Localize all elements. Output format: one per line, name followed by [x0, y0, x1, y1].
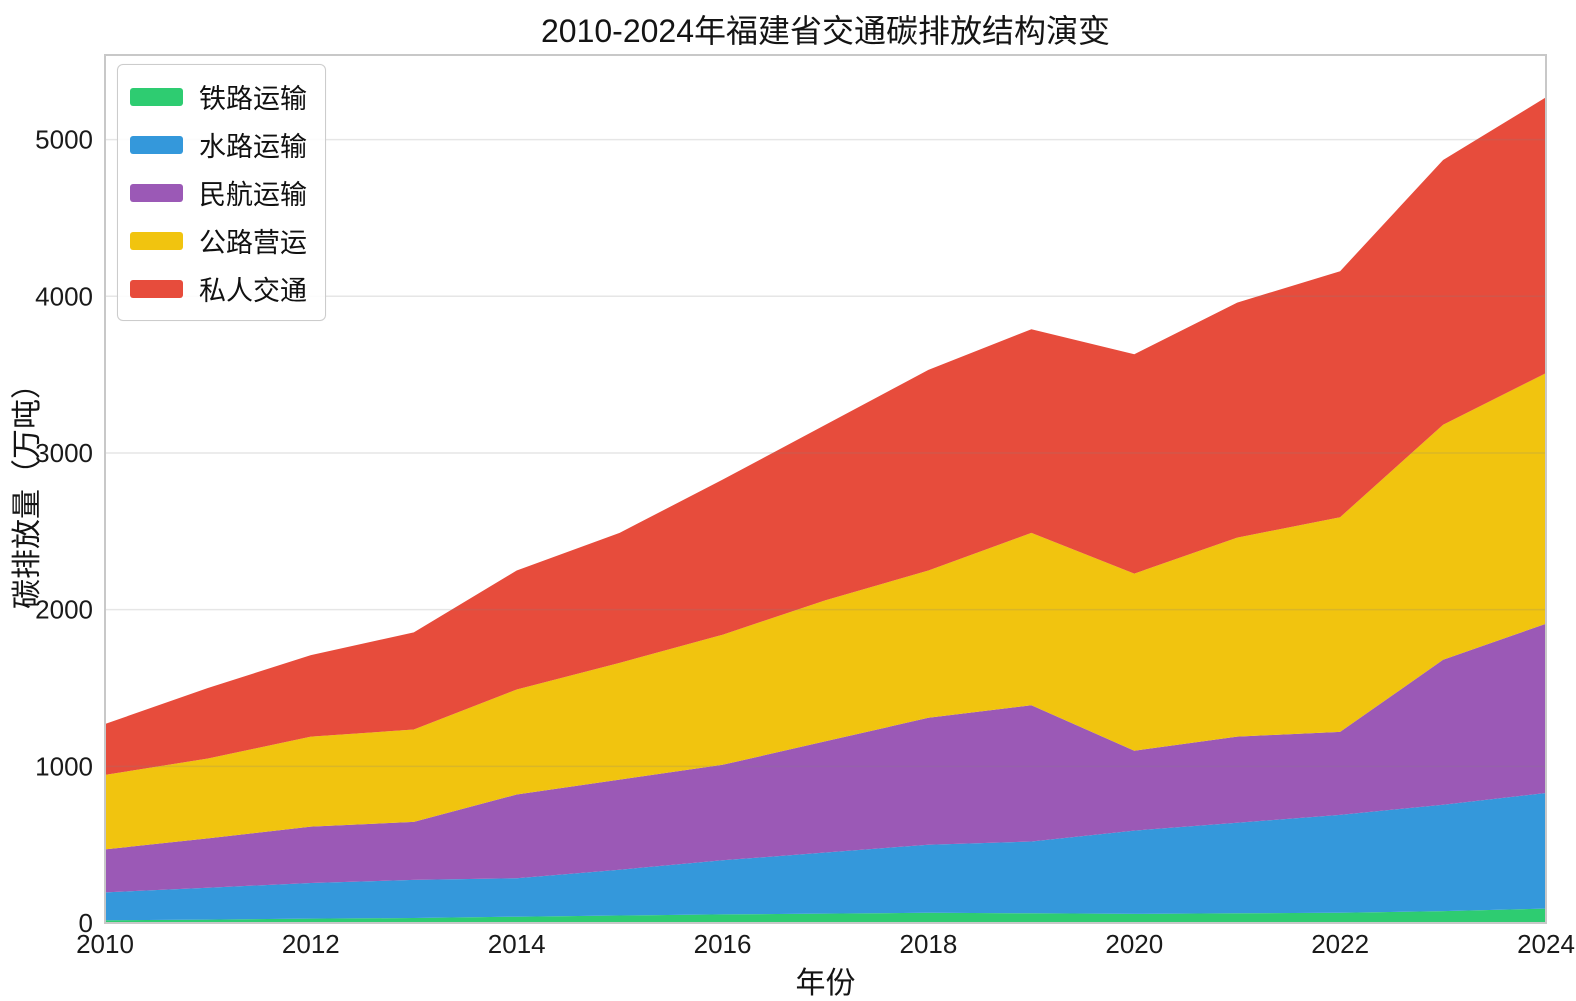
y-tick-label: 1000: [35, 751, 93, 781]
x-tick-label: 2020: [1105, 929, 1163, 959]
legend-label-civil-aviation: 民航运输: [199, 180, 307, 210]
legend: 铁路运输水路运输民航运输公路营运私人交通: [117, 64, 326, 321]
x-tick-label: 2014: [488, 929, 546, 959]
x-tick-label: 2010: [76, 929, 134, 959]
x-tick-label: 2022: [1311, 929, 1369, 959]
legend-item-road-operations: 公路营运: [130, 221, 307, 260]
legend-swatch-waterway-transport: [130, 135, 183, 154]
legend-label-railway-transport: 铁路运输: [199, 84, 307, 114]
y-tick-label: 4000: [35, 281, 93, 311]
legend-item-waterway-transport: 水路运输: [130, 125, 307, 164]
x-axis-label: 年份: [795, 967, 856, 1000]
area-private-transport: [105, 97, 1546, 775]
area-waterway-transport: [105, 793, 1546, 921]
legend-item-railway-transport: 铁路运输: [130, 77, 307, 116]
y-tick-label: 3000: [35, 438, 93, 468]
legend-label-waterway-transport: 水路运输: [199, 132, 307, 162]
y-axis-label: 碳排放量（万吨）: [11, 369, 44, 609]
legend-swatch-railway-transport: [130, 87, 183, 106]
x-tick-label: 2012: [282, 929, 340, 959]
legend-swatch-civil-aviation: [130, 183, 183, 202]
legend-swatch-private-transport: [130, 279, 183, 298]
area-civil-aviation: [105, 623, 1546, 893]
legend-item-civil-aviation: 民航运输: [130, 173, 307, 212]
plot-border: [104, 54, 1547, 924]
area-railway-transport: [105, 908, 1546, 923]
legend-swatch-road-operations: [130, 231, 183, 250]
legend-label-road-operations: 公路营运: [199, 228, 307, 258]
y-tick-label: 0: [79, 908, 93, 938]
x-tick-label: 2024: [1517, 929, 1575, 959]
area-road-operations: [105, 373, 1546, 850]
legend-label-private-transport: 私人交通: [199, 276, 307, 306]
x-tick-label: 2018: [900, 929, 958, 959]
legend-item-private-transport: 私人交通: [130, 269, 307, 308]
y-tick-label: 5000: [35, 125, 93, 155]
x-tick-label: 2016: [694, 929, 752, 959]
chart-title: 2010-2024年福建省交通碳排放结构演变: [540, 13, 1111, 49]
y-tick-label: 2000: [35, 595, 93, 625]
